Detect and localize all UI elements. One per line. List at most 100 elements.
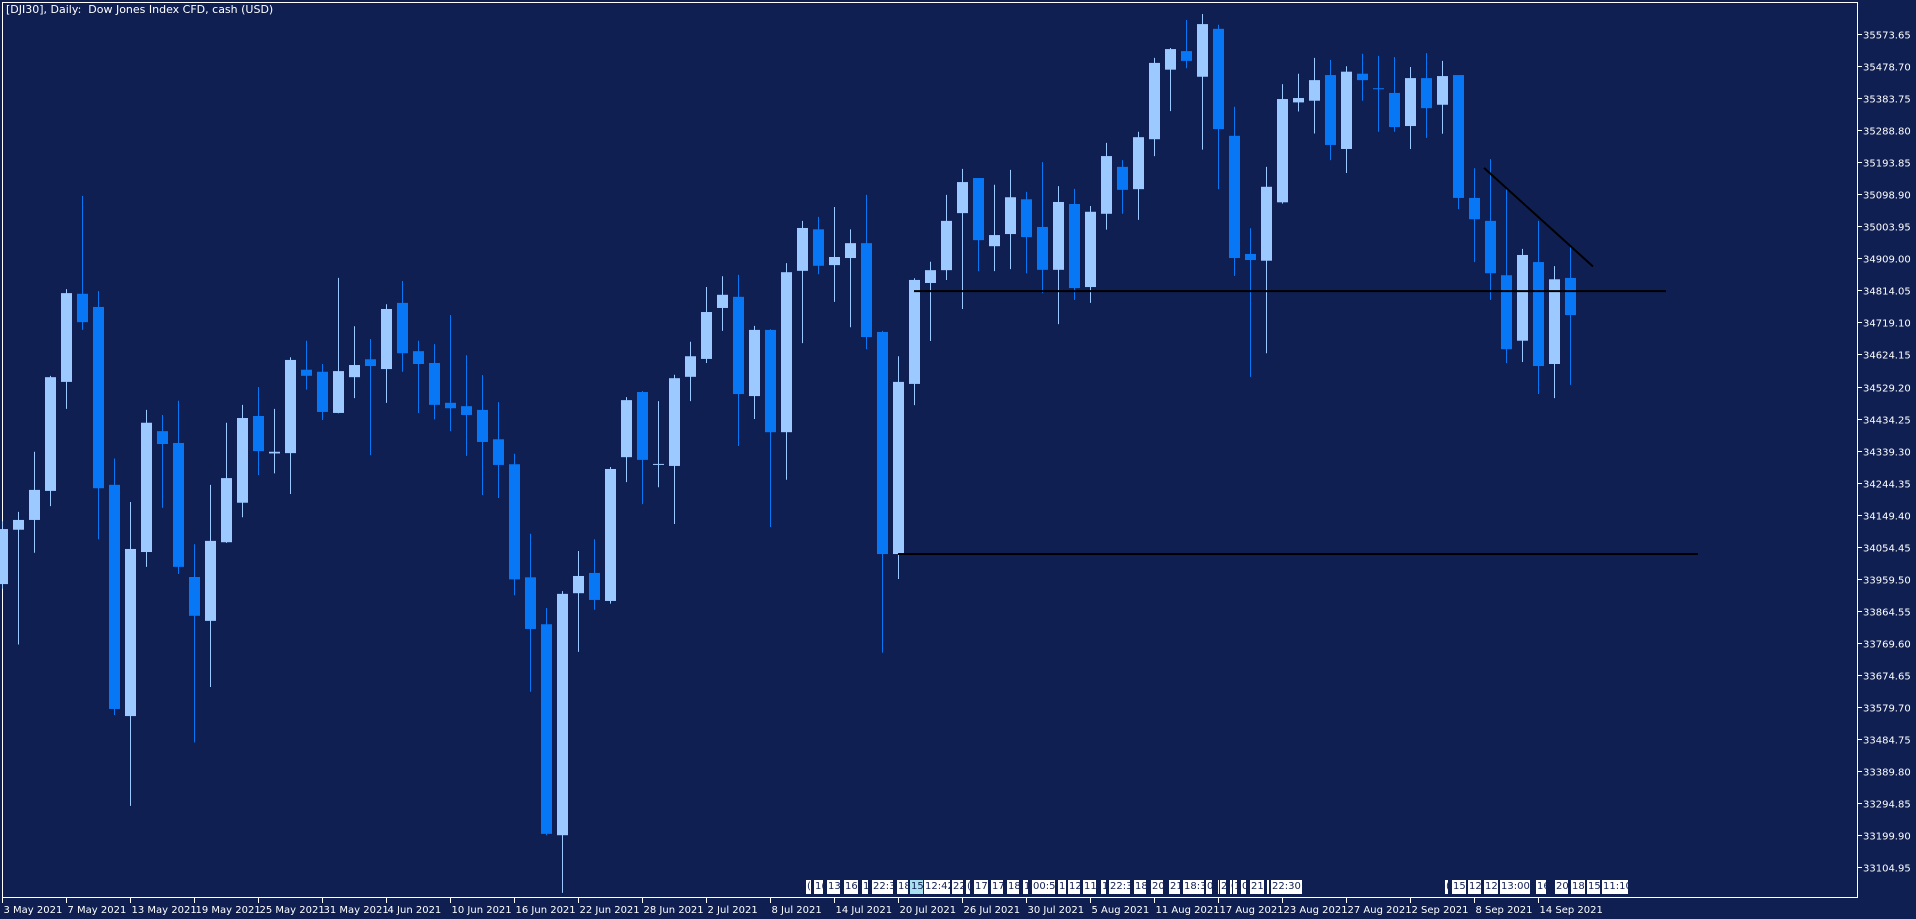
- event-marker[interactable]: 12:: [1067, 880, 1080, 894]
- event-marker[interactable]: 21: [1249, 880, 1264, 894]
- event-marker[interactable]: 16: [1535, 880, 1546, 894]
- candle: [1309, 57, 1320, 134]
- candle-body: [893, 381, 904, 555]
- candle: [653, 401, 664, 488]
- candle: [1389, 57, 1400, 132]
- time-tick-label: 22 Jun 2021: [580, 905, 640, 916]
- candle: [189, 544, 200, 743]
- price-tick-label: 33294.85: [1863, 800, 1911, 811]
- candle-body: [941, 220, 952, 271]
- candle: [1245, 228, 1256, 377]
- event-marker[interactable]: 13:00: [1499, 880, 1530, 894]
- event-marker[interactable]: (: [805, 880, 811, 894]
- candle: [125, 502, 136, 806]
- event-marker[interactable]: (: [1444, 880, 1448, 894]
- event-marker[interactable]: 22:30: [1270, 880, 1302, 894]
- event-marker[interactable]: 20: [1150, 880, 1163, 894]
- candle: [845, 229, 856, 328]
- price-tick-label: 35383.75: [1863, 95, 1911, 106]
- event-marker[interactable]: 1: [1022, 880, 1028, 894]
- event-marker[interactable]: 22:3: [1108, 880, 1130, 894]
- event-marker[interactable]: 22: [951, 880, 963, 894]
- candle-body: [605, 468, 616, 601]
- event-marker[interactable]: 00:5: [1031, 880, 1055, 894]
- candle: [1021, 191, 1032, 274]
- candle-body: [461, 406, 472, 415]
- candle: [797, 220, 808, 344]
- event-marker[interactable]: 11: [1057, 880, 1066, 894]
- candle-body: [1133, 137, 1144, 190]
- candle-body: [1117, 166, 1128, 190]
- candle-body: [573, 575, 584, 594]
- candle-body: [237, 418, 248, 503]
- event-marker[interactable]: 1(: [813, 880, 823, 894]
- event-marker[interactable]: 12:42: [923, 880, 950, 894]
- candle: [317, 364, 328, 421]
- event-marker[interactable]: 17: [973, 880, 988, 894]
- event-marker[interactable]: 17: [990, 880, 1003, 894]
- candle-body: [701, 312, 712, 359]
- event-marker[interactable]: 12:: [1483, 880, 1498, 894]
- event-marker[interactable]: 12:: [1467, 880, 1481, 894]
- candle: [173, 400, 184, 574]
- trend-line[interactable]: [1483, 167, 1594, 268]
- price-tick-label: 34244.35: [1863, 480, 1911, 491]
- candle-body: [637, 392, 648, 460]
- event-marker[interactable]: 18: [896, 880, 908, 894]
- event-marker[interactable]: 0: [1240, 880, 1246, 894]
- candle-body: [541, 624, 552, 834]
- candle: [589, 539, 600, 610]
- event-marker[interactable]: 2: [1219, 880, 1226, 894]
- event-marker[interactable]: 1: [1232, 880, 1237, 894]
- chart-title: [DJI30], Daily: Dow Jones Index CFD, cas…: [6, 3, 274, 16]
- candle: [541, 608, 552, 836]
- price-tick-label: 35003.95: [1863, 223, 1911, 234]
- event-marker[interactable]: 20: [1554, 880, 1568, 894]
- event-marker[interactable]: 15: [1451, 880, 1466, 894]
- event-marker[interactable]: 0: [1205, 880, 1212, 894]
- event-marker[interactable]: 0: [1229, 880, 1232, 894]
- candle: [509, 453, 520, 596]
- candle-body: [1341, 71, 1352, 149]
- event-marker[interactable]: 15: [1586, 880, 1600, 894]
- candle-body: [1005, 197, 1016, 235]
- candle: [717, 276, 728, 331]
- candle-body: [1517, 254, 1528, 341]
- candle-body: [317, 371, 328, 412]
- event-marker[interactable]: 18: [1570, 880, 1585, 894]
- candle: [957, 168, 968, 309]
- price-tick-label: 33769.60: [1863, 640, 1911, 651]
- event-marker[interactable]: 13(: [826, 880, 840, 894]
- candle: [813, 216, 824, 275]
- event-marker[interactable]: 15: [909, 880, 923, 894]
- event-marker[interactable]: 18:3: [1182, 880, 1204, 894]
- candle-body: [1213, 28, 1224, 130]
- candle-body: [397, 302, 408, 354]
- event-marker[interactable]: 16: [843, 880, 858, 894]
- drawn-objects: [898, 167, 1698, 556]
- event-marker[interactable]: (: [965, 880, 970, 894]
- event-marker[interactable]: 18: [1133, 880, 1146, 894]
- candle: [1213, 24, 1224, 190]
- candle: [1325, 59, 1336, 161]
- event-marker[interactable]: 1: [861, 880, 868, 894]
- candle: [573, 551, 584, 652]
- event-marker[interactable]: 18: [1006, 880, 1019, 894]
- event-marker[interactable]: 21: [1168, 880, 1180, 894]
- time-tick-label: 14 Jul 2021: [836, 905, 893, 916]
- time-tick-label: 7 May 2021: [68, 905, 127, 916]
- candle: [301, 340, 312, 390]
- candle-body: [861, 243, 872, 337]
- candle-body: [1293, 98, 1304, 103]
- candle: [77, 195, 88, 330]
- candle: [13, 511, 24, 645]
- event-marker[interactable]: 11:: [1082, 880, 1096, 894]
- event-marker[interactable]: 1: [1100, 880, 1106, 894]
- candle: [525, 533, 536, 692]
- event-marker[interactable]: 11:10: [1601, 880, 1628, 894]
- event-marker[interactable]: :: [1266, 880, 1269, 894]
- event-marker[interactable]: 22:3: [871, 880, 893, 894]
- time-tick-label: 14 Sep 2021: [1540, 905, 1603, 916]
- candle-body: [125, 548, 136, 717]
